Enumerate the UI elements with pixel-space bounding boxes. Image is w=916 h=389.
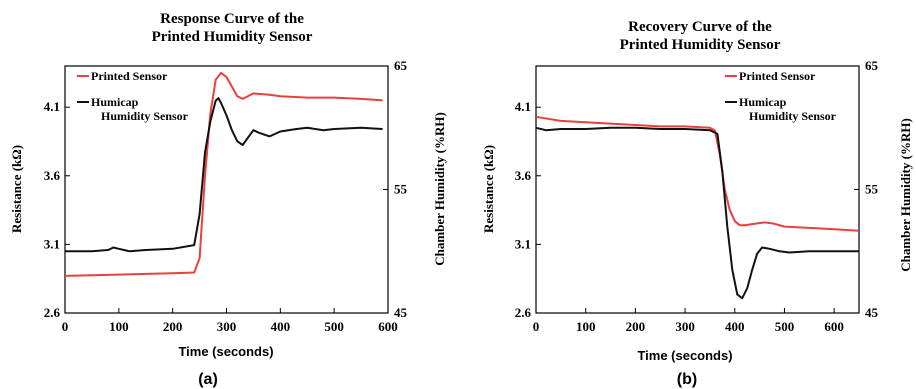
plot-area	[535, 65, 860, 314]
x-tick-label: 400	[725, 319, 745, 334]
legend-label: Humidity Sensor	[101, 109, 189, 123]
y-tick-label: 3.6	[44, 168, 61, 183]
humicap-sensor-line	[65, 97, 383, 253]
y-tick-label: 4.1	[515, 99, 531, 114]
legend-label: Printed Sensor	[91, 69, 168, 83]
x-tick-label: 400	[271, 319, 291, 334]
legend-label: Humicap	[91, 95, 139, 109]
y2-tick-label: 55	[394, 182, 408, 197]
chart-title-line-2: Printed Humidity Sensor	[620, 37, 781, 53]
x-tick-label: 0	[62, 319, 69, 334]
y-tick-label: 2.6	[515, 305, 532, 320]
panel-label: (a)	[198, 371, 218, 388]
y-tick-label: 2.6	[44, 305, 61, 320]
y2-tick-label: 45	[394, 305, 408, 320]
legend-label: Humidity Sensor	[749, 109, 837, 123]
x-tick-label: 100	[109, 319, 129, 334]
y2-tick-label: 65	[865, 58, 879, 73]
y2-tick-label: 55	[865, 182, 879, 197]
y-axis-label: Resistance (kΩ)	[481, 145, 496, 233]
y-axis-label: Resistance (kΩ)	[9, 145, 24, 233]
chart-title-line-1: Recovery Curve of the	[628, 19, 772, 35]
response-chart: Response Curve of the Printed Humidity S…	[9, 11, 447, 388]
x-tick-label: 500	[775, 319, 795, 334]
y-tick-label: 3.1	[44, 236, 60, 251]
legend-label: Humicap	[739, 95, 787, 109]
recovery-chart: Recovery Curve of the Printed Humidity S…	[481, 19, 913, 388]
x-tick-label: 300	[217, 319, 237, 334]
y-tick-label: 3.6	[515, 168, 532, 183]
x-tick-label: 600	[824, 319, 844, 334]
x-tick-label: 500	[324, 319, 344, 334]
y-tick-label: 4.1	[44, 99, 60, 114]
x-axis-label: Time (seconds)	[637, 348, 732, 363]
y2-tick-label: 45	[865, 305, 879, 320]
x-tick-label: 300	[675, 319, 695, 334]
x-tick-label: 100	[576, 319, 596, 334]
chart-title-line-1: Response Curve of the	[160, 11, 304, 27]
printed-sensor-line	[535, 115, 860, 232]
x-axis-label: Time (seconds)	[178, 344, 273, 359]
panel-label: (b)	[677, 371, 697, 388]
printed-sensor-line	[64, 71, 383, 277]
y2-tick-label: 65	[394, 58, 408, 73]
y-tick-label: 3.1	[515, 236, 531, 251]
x-tick-label: 0	[533, 319, 540, 334]
legend-label: Printed Sensor	[739, 69, 816, 83]
x-tick-label: 200	[626, 319, 646, 334]
chart-title-line-2: Printed Humidity Sensor	[152, 29, 313, 45]
y2-axis-label: Chamber Humidity (%RH)	[432, 112, 447, 266]
x-tick-label: 600	[378, 319, 398, 334]
x-tick-label: 200	[163, 319, 183, 334]
y2-axis-label: Chamber Humidity (%RH)	[898, 118, 913, 272]
humicap-sensor-line	[535, 126, 859, 300]
